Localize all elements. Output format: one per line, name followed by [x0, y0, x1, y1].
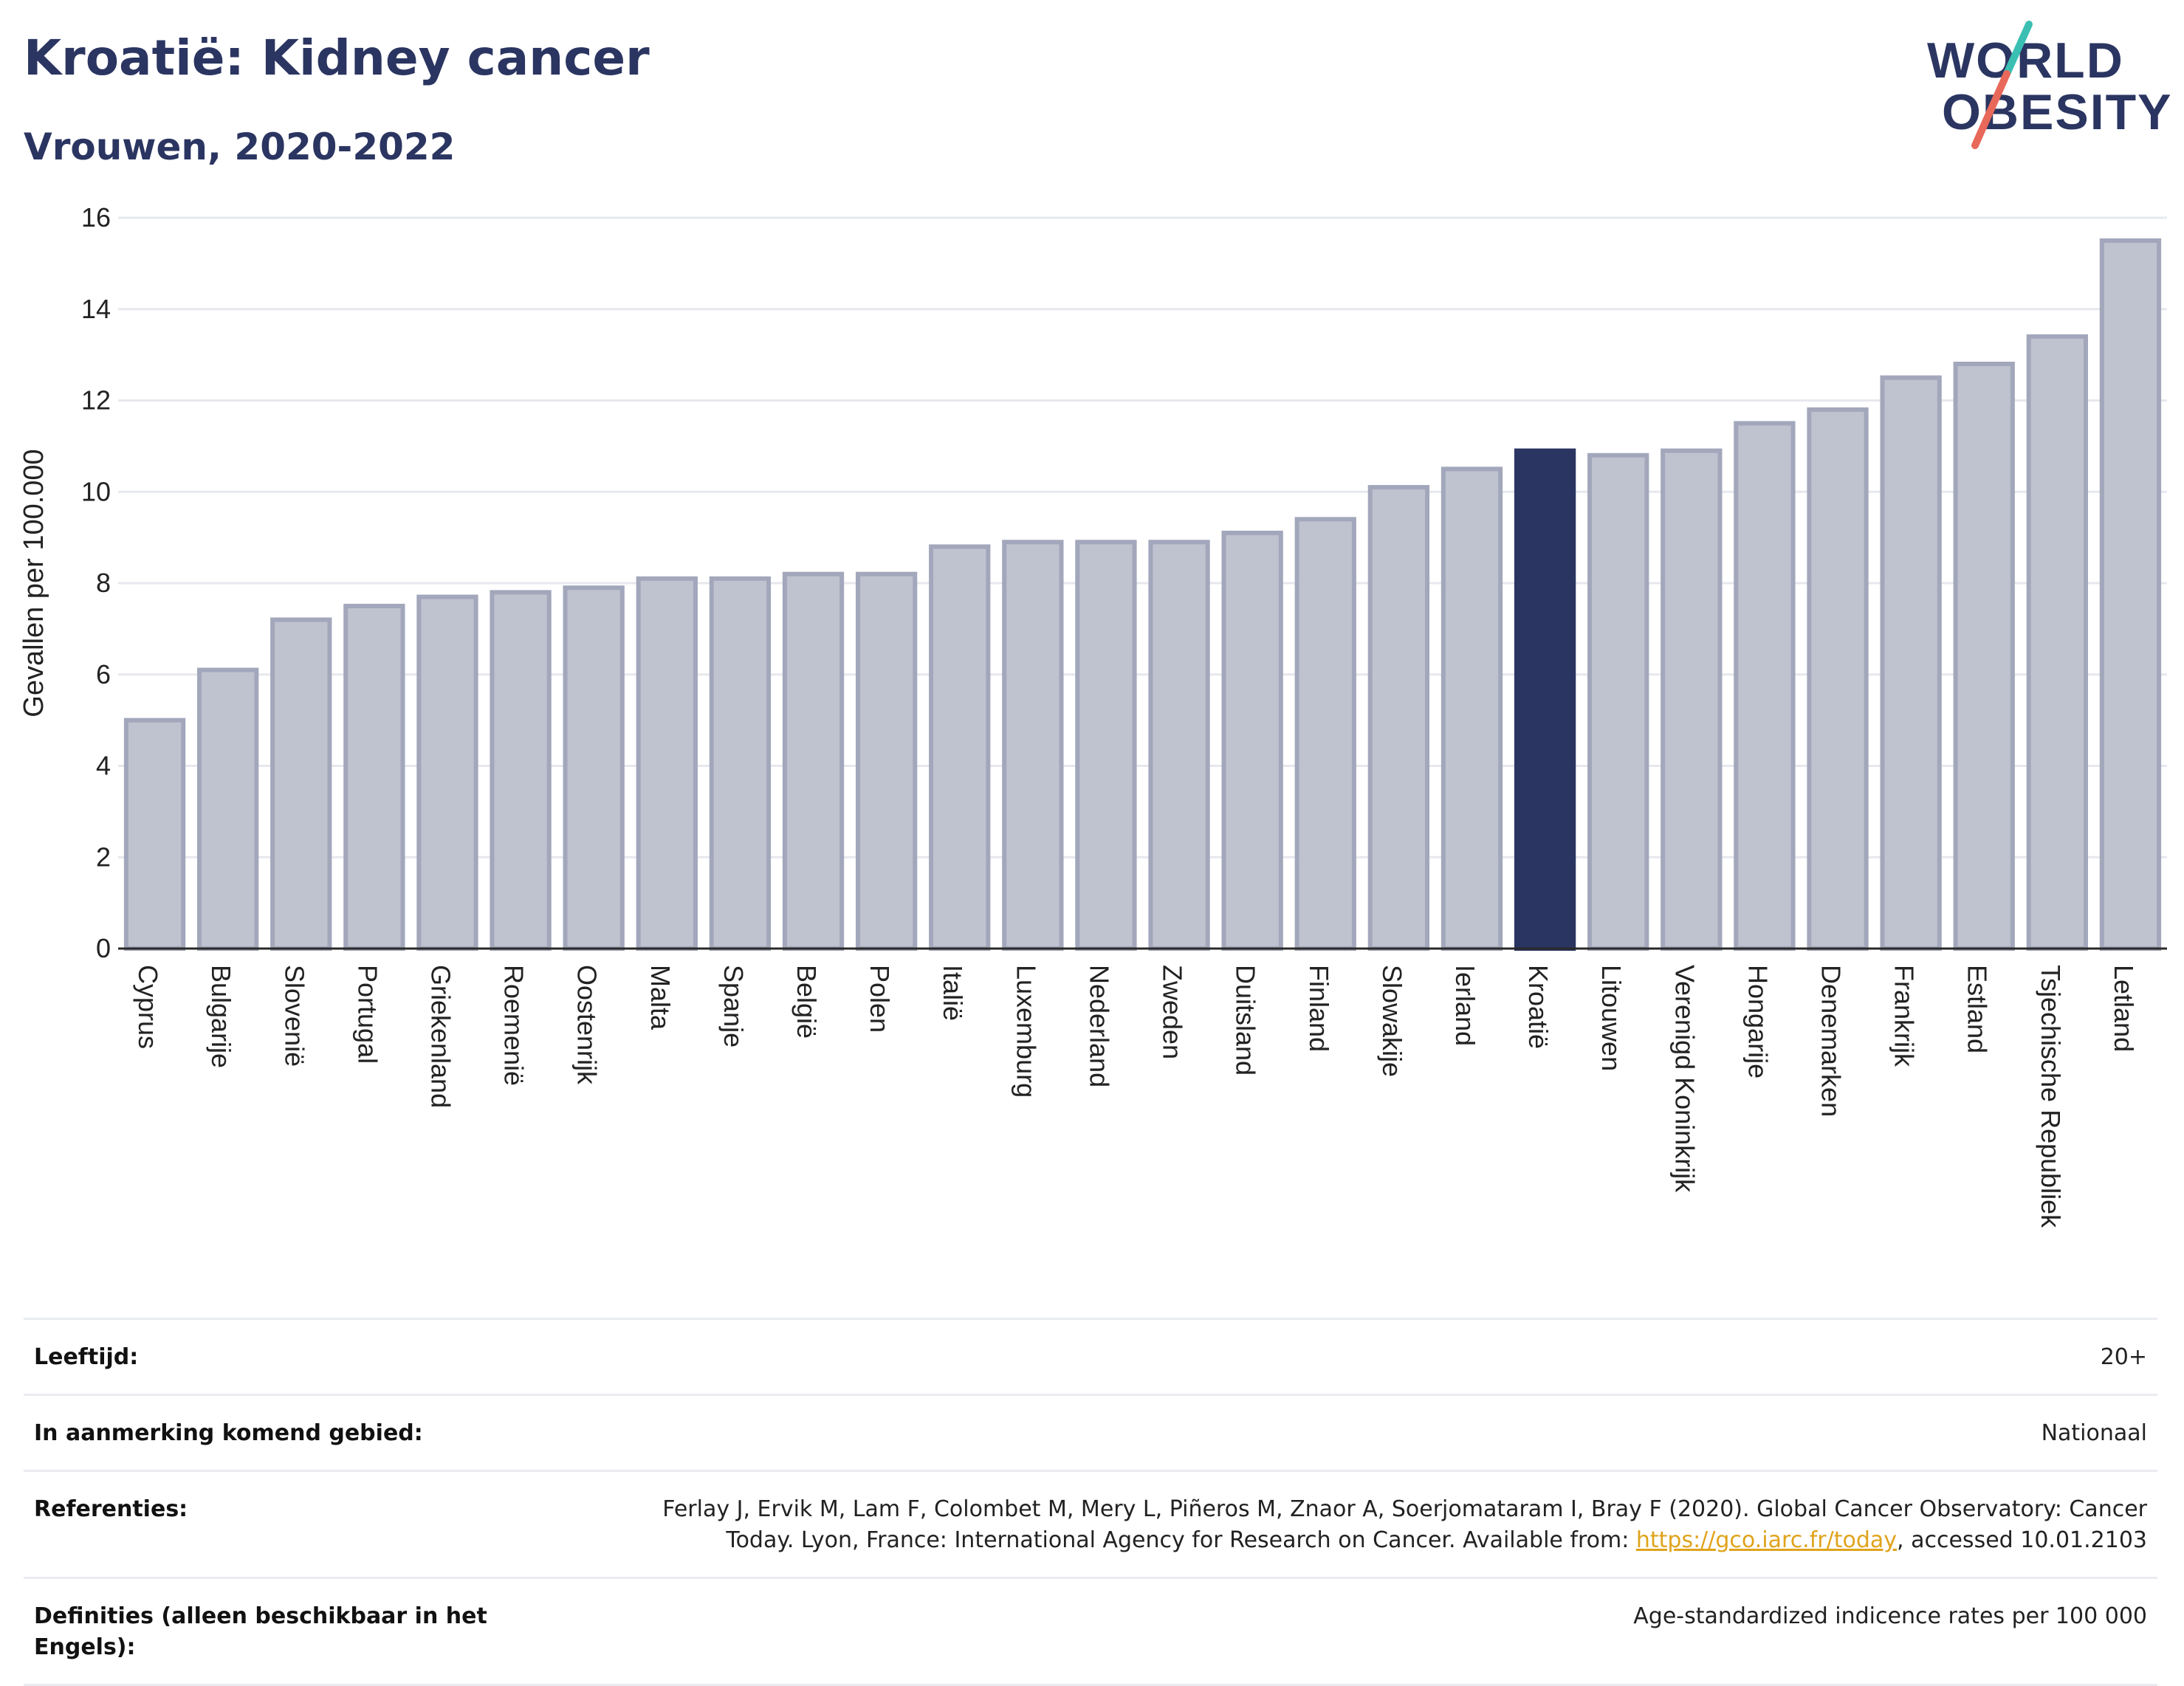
info-row-references: Referenties: Ferlay J, Ervik M, Lam F, C… — [24, 1470, 2157, 1577]
x-tick-label: Slovenië — [279, 965, 309, 1067]
x-tick-label: Malta — [645, 965, 676, 1030]
info-value: Age-standardized indicence rates per 100… — [1633, 1603, 2147, 1629]
x-tick-label: Finland — [1304, 965, 1334, 1052]
info-row-area: In aanmerking komend gebied: Nationaal — [24, 1394, 2157, 1470]
x-tick-label: Letland — [2109, 965, 2139, 1052]
x-tick-label: Estland — [1962, 965, 1993, 1053]
x-tick-label: Kroatië — [1523, 965, 1553, 1049]
bar-portugal — [343, 603, 405, 951]
reference-line-2: Today. Lyon, France: International Agenc… — [726, 1527, 1636, 1553]
bar-oostenrijk — [563, 585, 625, 951]
info-row-age: Leeftijd: 20+ — [24, 1318, 2157, 1394]
y-tick-label: 0 — [96, 933, 111, 963]
x-tick-label: Roemenië — [499, 965, 529, 1086]
y-tick-label: 10 — [81, 476, 111, 506]
x-tick-label: Ierland — [1450, 965, 1480, 1046]
bar-bulgarije — [197, 667, 259, 951]
reference-link[interactable]: https://gco.iarc.fr/today — [1635, 1527, 1898, 1553]
info-value: Nationaal — [2041, 1420, 2147, 1446]
info-value: Ferlay J, Ervik M, Lam F, Colombet M, Me… — [662, 1494, 2147, 1556]
x-tick-label: België — [791, 965, 822, 1039]
info-label: In aanmerking komend gebied: — [34, 1420, 423, 1446]
x-tick-label: Griekenland — [425, 965, 456, 1108]
bar-hongarije — [1734, 421, 1796, 951]
bar-luxemburg — [1002, 540, 1064, 951]
x-tick-label: Tsjechische Republiek — [2036, 965, 2066, 1228]
reference-line-1: Ferlay J, Ervik M, Lam F, Colombet M, Me… — [662, 1496, 2147, 1522]
y-axis-label: Gevallen per 100.000 — [18, 449, 49, 717]
y-tick-label: 8 — [96, 568, 111, 598]
bar-polen — [855, 571, 918, 951]
x-tick-label: Spanje — [718, 965, 749, 1047]
x-tick-label: Nederland — [1084, 965, 1114, 1087]
info-row-definitions: Definities (alleen beschikbaar in het En… — [24, 1577, 2157, 1686]
x-tick-label: Litouwen — [1596, 965, 1627, 1071]
x-tick-label: Luxemburg — [1011, 965, 1041, 1098]
y-tick-label: 14 — [81, 294, 111, 324]
info-label: Definities (alleen beschikbaar in het En… — [34, 1603, 487, 1660]
bar-slowakije — [1367, 485, 1430, 951]
x-tick-label: Bulgarije — [206, 965, 236, 1068]
info-value: 20+ — [2100, 1344, 2147, 1370]
bar-belgi- — [782, 571, 845, 951]
x-tick-label: Polen — [865, 965, 895, 1033]
x-tick-labels: Cyprus Bulgarije Slovenië Portugal Griekenla… — [133, 965, 2139, 1228]
y-tick-label: 12 — [81, 385, 111, 416]
bar-malta — [636, 576, 698, 951]
y-tick-label: 6 — [96, 659, 111, 689]
world-obesity-logo: WORLD OBESITY — [1927, 21, 2171, 149]
bar-denemarken — [1807, 407, 1869, 951]
x-tick-label: Portugal — [352, 965, 382, 1064]
x-tick-label: Slowakije — [1377, 965, 1407, 1077]
bar-tsjechische-republiek — [2026, 334, 2088, 951]
bar-griekenland — [416, 594, 478, 951]
y-tick-label: 2 — [96, 842, 111, 872]
y-tick-labels: 0 2 4 6 8 10 12 14 16 — [81, 202, 111, 963]
x-tick-label: Frankrijk — [1889, 965, 1920, 1067]
bar-frankrijk — [1880, 375, 1942, 951]
bars — [123, 238, 2162, 951]
bar-kroati- — [1514, 448, 1576, 951]
info-table: Leeftijd: 20+ In aanmerking komend gebie… — [24, 1318, 2157, 1686]
bar-ierland — [1440, 467, 1503, 951]
bar-cyprus — [123, 718, 186, 951]
bar-estland — [1953, 362, 2015, 951]
chart-title: Kroatië: Kidney cancer — [24, 30, 650, 86]
x-tick-label: Cyprus — [133, 965, 163, 1049]
chart-subtitle: Vrouwen, 2020-2022 — [24, 125, 456, 168]
x-tick-label: Hongarije — [1742, 965, 1773, 1078]
bar-roemeni- — [490, 590, 552, 951]
bar-itali- — [929, 544, 991, 951]
info-label: Referenties: — [34, 1496, 188, 1522]
bar-litouwen — [1587, 453, 1649, 951]
logo-slash-bottom — [1971, 70, 2010, 149]
bar-sloveni- — [270, 617, 332, 951]
x-tick-label: Oostenrijk — [572, 965, 602, 1085]
bar-chart: 0 2 4 6 8 10 12 14 16 Cyprus Bulgarije Slovenië Por… — [18, 202, 2167, 1228]
y-tick-label: 4 — [96, 751, 111, 781]
y-tick-label: 16 — [81, 202, 111, 233]
reference-accessed: , accessed 10.01.2103 — [1897, 1527, 2147, 1553]
bar-duitsland — [1221, 530, 1283, 951]
x-tick-label: Duitsland — [1231, 965, 1261, 1076]
x-tick-label: Verenigd Koninkrijk — [1669, 965, 1700, 1193]
logo-word-obesity: OBESITY — [1942, 84, 2171, 140]
bar-nederland — [1075, 540, 1137, 951]
logo-slash-top — [2003, 21, 2033, 78]
info-label: Leeftijd: — [34, 1344, 139, 1370]
bar-spanje — [709, 576, 772, 951]
x-tick-label: Denemarken — [1816, 965, 1847, 1117]
bar-zweden — [1148, 540, 1210, 951]
bar-verenigd-koninkrijk — [1661, 448, 1723, 951]
x-tick-label: Zweden — [1158, 965, 1188, 1059]
x-tick-label: Italië — [938, 965, 968, 1021]
bar-letland — [2099, 238, 2162, 951]
bar-finland — [1294, 517, 1356, 951]
